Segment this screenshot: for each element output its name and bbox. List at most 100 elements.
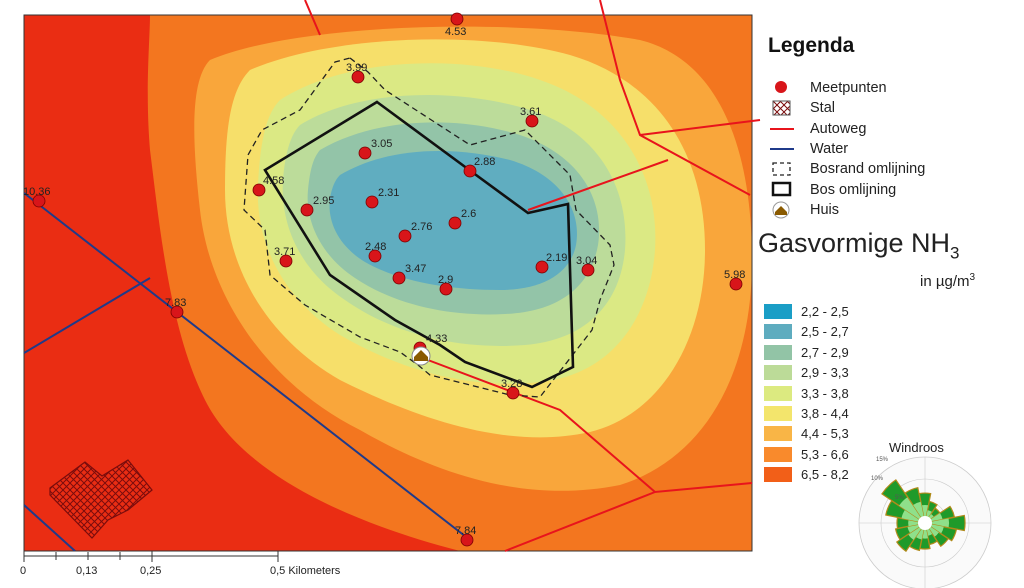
measurement-dot[interactable] [252, 183, 266, 197]
measurement-point[interactable]: 3.71 [274, 246, 295, 268]
class-item: 6,5 - 8,2 [764, 466, 849, 483]
class-swatch [764, 304, 792, 319]
measurement-value: 2.9 [438, 274, 453, 286]
measurement-dot[interactable] [368, 249, 382, 263]
road-3 [639, 119, 761, 136]
measurement-value: 4.53 [445, 26, 466, 38]
measurement-point[interactable]: 2.19 [535, 252, 567, 274]
road-6 [504, 491, 656, 552]
water-line-1 [24, 192, 471, 541]
legend-label: Bosrand omlijning [810, 161, 926, 177]
water-layer [24, 192, 471, 551]
measurement-point[interactable]: 7.84 [455, 525, 476, 547]
measurement-dot[interactable] [460, 533, 474, 547]
measurement-dot[interactable] [448, 216, 462, 230]
class-label: 4,4 - 5,3 [801, 426, 849, 442]
legend-item-bos-omlijning: Bos omlijning [810, 181, 896, 199]
measurement-dot[interactable] [525, 114, 539, 128]
measurement-dot[interactable] [535, 260, 549, 274]
measurement-value: 3.47 [405, 263, 426, 275]
road-1 [304, 0, 321, 36]
measurement-dot[interactable] [358, 146, 372, 160]
measurement-dot[interactable] [392, 271, 406, 285]
scale-label-0: 0 [20, 565, 27, 577]
gas-title-main: Gasvormige NH [758, 228, 951, 258]
legend-item-water: Water [810, 140, 848, 158]
class-item: 3,8 - 4,4 [764, 405, 849, 422]
measurement-point[interactable]: 2.48 [365, 241, 386, 263]
wind-ring-label: 10% [871, 476, 884, 482]
legend-item-huis: Huis [810, 201, 839, 219]
measurement-value: 2.88 [474, 156, 495, 168]
measurement-point[interactable]: 3.04 [576, 255, 597, 277]
measurement-dot[interactable] [463, 164, 477, 178]
measurement-point[interactable]: 4.53 [445, 12, 466, 38]
legend-hatched-square-icon [772, 100, 791, 116]
measurement-point[interactable]: 3.99 [346, 62, 367, 84]
measurement-value: 3.05 [371, 138, 392, 150]
road-4 [527, 159, 669, 211]
measurement-point[interactable]: 3.47 [392, 263, 426, 285]
legend-red-dot-icon [775, 81, 787, 93]
class-item: 2,5 - 2,7 [764, 323, 849, 340]
measurement-value: 4.33 [426, 333, 447, 345]
measurement-value: 3.04 [576, 255, 597, 267]
measurement-value: 2.48 [365, 241, 386, 253]
gas-title: Gasvormige NH3 [758, 228, 960, 263]
measurement-point[interactable]: 2.76 [398, 221, 432, 243]
water-line-2 [24, 277, 151, 354]
class-swatch [764, 406, 792, 421]
measurement-point[interactable]: 2.9 [438, 274, 453, 296]
measurement-dot[interactable] [279, 254, 293, 268]
legend-label: Bos omlijning [810, 182, 897, 198]
scale-label-025: 0,25 [140, 565, 162, 577]
measurement-dot[interactable] [398, 229, 412, 243]
house-marker[interactable] [411, 346, 431, 366]
measurement-point[interactable]: 2.31 [365, 187, 399, 209]
road-5 [419, 356, 753, 494]
measurement-dot[interactable] [170, 305, 184, 319]
measurement-point[interactable]: 3.61 [520, 106, 541, 128]
measurement-point[interactable]: 3.05 [358, 138, 392, 160]
measurement-value: 7.84 [455, 525, 476, 537]
legend-symbols [770, 81, 794, 219]
legend-dashed-outline-icon [772, 162, 791, 176]
windroos-title: Windroos [889, 440, 944, 455]
measurement-points: 4.53 3.99 3.61 3.05 2.88 10.36 4.58 2.31 2.95 2.6… [23, 12, 745, 547]
legend-label: Stal [810, 100, 835, 116]
measurement-value: 3.71 [274, 246, 295, 258]
class-item: 2,2 - 2,5 [764, 303, 849, 320]
measurement-dot[interactable] [506, 386, 520, 400]
measurement-dot[interactable] [439, 282, 453, 296]
legend-label: Huis [810, 202, 840, 218]
measurement-point[interactable]: 10.36 [23, 186, 51, 208]
wind-petal-inner [899, 497, 925, 523]
road-layer [304, 0, 761, 552]
class-swatch [764, 324, 792, 340]
windroos-chart [858, 456, 992, 588]
wind-ring-label: 15% [876, 457, 889, 463]
forest-outline [263, 100, 575, 389]
measurement-dot[interactable] [32, 194, 46, 208]
measurement-dot[interactable] [365, 195, 379, 209]
class-label: 3,3 - 3,8 [801, 385, 849, 401]
measurement-point[interactable]: 3.28 [501, 378, 522, 400]
measurement-dot[interactable] [300, 203, 314, 217]
measurement-dot[interactable] [351, 70, 365, 84]
measurement-point[interactable]: 2.88 [463, 156, 495, 178]
forest-edge-outline [243, 57, 615, 398]
scale-bar [23, 551, 279, 562]
measurement-point[interactable]: 5.98 [724, 269, 745, 291]
road-2 [599, 0, 751, 196]
measurement-dot[interactable] [729, 277, 743, 291]
class-swatch [764, 446, 792, 462]
measurement-dot[interactable] [581, 263, 595, 277]
measurement-point[interactable]: 2.95 [300, 195, 334, 217]
measurement-value: 4.58 [263, 175, 284, 187]
measurement-point[interactable]: 7.83 [165, 297, 186, 319]
measurement-point[interactable]: 4.58 [252, 175, 284, 197]
measurement-dot[interactable] [450, 12, 464, 26]
class-swatch [764, 426, 792, 442]
measurement-point[interactable]: 2.6 [448, 208, 476, 230]
legend-title: Legenda [768, 34, 855, 57]
